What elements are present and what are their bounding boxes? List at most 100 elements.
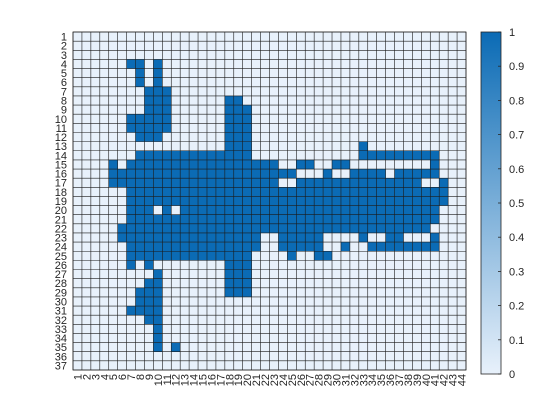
heatmap-cell	[153, 59, 163, 69]
heatmap-cell	[135, 59, 145, 69]
heatmap-cell	[171, 169, 181, 179]
colorbar-tick-label: 0.8	[509, 95, 524, 107]
heatmap-cell	[439, 196, 449, 206]
heatmap-cell	[180, 196, 190, 206]
heatmap-cell	[296, 196, 306, 206]
x-tick-label: 23	[269, 374, 281, 386]
heatmap-cell	[358, 214, 368, 224]
heatmap-cell	[171, 342, 181, 352]
y-tick-label: 27	[55, 269, 67, 281]
heatmap-cell	[358, 150, 368, 160]
heatmap-cell	[332, 214, 341, 224]
heatmap-cell	[412, 169, 422, 179]
heatmap-cell	[117, 232, 127, 243]
heatmap-cell	[153, 333, 163, 343]
y-tick-label: 15	[55, 159, 67, 171]
heatmap-cell	[224, 232, 234, 243]
heatmap-cell	[153, 196, 163, 206]
heatmap-cell	[367, 205, 377, 215]
heatmap-cell	[323, 251, 333, 261]
heatmap-cell	[242, 223, 252, 233]
heatmap-cell	[117, 178, 127, 188]
heatmap-cell	[135, 169, 145, 179]
y-tick-label: 24	[55, 242, 67, 254]
heatmap-cell	[153, 269, 163, 279]
heatmap-cell	[233, 269, 243, 279]
heatmap-cell	[153, 123, 163, 133]
heatmap-cell	[206, 205, 216, 215]
heatmap-cell	[144, 86, 154, 96]
heatmap-cell	[215, 251, 225, 261]
heatmap-cell	[412, 187, 422, 197]
heatmap-cell	[242, 150, 252, 160]
heatmap-cell	[135, 68, 145, 78]
heatmap-cell	[171, 196, 181, 206]
heatmap-cell	[224, 178, 234, 188]
heatmap-cell	[206, 187, 216, 197]
heatmap-cell	[251, 223, 261, 233]
heatmap-cell	[233, 95, 243, 106]
heatmap-cell	[189, 178, 199, 188]
heatmap-cell	[126, 159, 136, 170]
heatmap-cell	[278, 196, 288, 206]
heatmap-cell	[171, 150, 181, 160]
heatmap-cell	[430, 150, 440, 160]
heatmap-cell	[126, 114, 136, 124]
heatmap-cell	[340, 223, 350, 233]
heatmap-cell	[233, 232, 243, 243]
x-tick-label: 11	[162, 374, 174, 385]
heatmap-cell	[189, 223, 199, 233]
heatmap-cell	[153, 178, 163, 188]
x-tick-labels: 1234567891011121314151617181920212223242…	[72, 374, 468, 386]
heatmap-cell	[224, 187, 234, 197]
x-tick-label: 25	[287, 374, 299, 386]
y-tick-label: 23	[55, 233, 67, 245]
heatmap-cell	[340, 178, 350, 188]
heatmap-cell	[206, 242, 216, 252]
heatmap-cell	[162, 205, 172, 215]
heatmap-cell	[287, 232, 297, 243]
heatmap-cell	[269, 196, 279, 206]
heatmap-cell	[403, 214, 413, 224]
heatmap-cell	[153, 251, 163, 261]
heatmap-cell	[153, 278, 163, 288]
y-tick-labels: 1234567891011121314151617181920212223242…	[55, 32, 67, 373]
heatmap-cell	[242, 214, 252, 224]
y-tick-label: 36	[55, 351, 67, 363]
y-tick-label: 13	[55, 141, 67, 153]
heatmap-cell	[215, 223, 225, 233]
heatmap-cell	[314, 251, 324, 261]
heatmap-cell	[403, 187, 413, 197]
colorbar-tick-label: 0.2	[509, 301, 524, 313]
heatmap-cell	[332, 159, 341, 170]
heatmap-cell	[340, 205, 350, 215]
x-tick-label: 20	[242, 374, 254, 386]
heatmap-cell	[198, 242, 207, 252]
heatmap-cell	[171, 242, 181, 252]
x-tick-label: 40	[421, 374, 433, 386]
x-tick-label: 28	[314, 374, 326, 386]
heatmap-cell	[153, 315, 163, 325]
heatmap-cell	[224, 269, 234, 279]
heatmap-cell	[144, 114, 154, 124]
heatmap-cell	[162, 159, 172, 170]
heatmap-cell	[296, 232, 306, 243]
heatmap-cell	[287, 251, 297, 261]
heatmap-cell	[153, 223, 163, 233]
heatmap-cell	[206, 223, 216, 233]
colorbar-tick-label: 0.9	[509, 61, 524, 73]
heatmap-cell	[358, 196, 368, 206]
heatmap-cell	[135, 123, 145, 133]
heatmap-cell	[198, 223, 207, 233]
y-tick-label: 9	[61, 105, 67, 117]
heatmap-cell	[144, 95, 154, 106]
heatmap-cell	[153, 132, 163, 142]
x-tick-label: 29	[323, 374, 335, 386]
x-tick-label: 6	[117, 374, 129, 380]
heatmap-cell	[314, 178, 324, 188]
heatmap-cell	[144, 251, 154, 261]
heatmap-cell	[385, 242, 395, 252]
y-tick-label: 11	[56, 123, 67, 135]
heatmap-cell	[403, 150, 413, 160]
heatmap-cell	[135, 205, 145, 215]
